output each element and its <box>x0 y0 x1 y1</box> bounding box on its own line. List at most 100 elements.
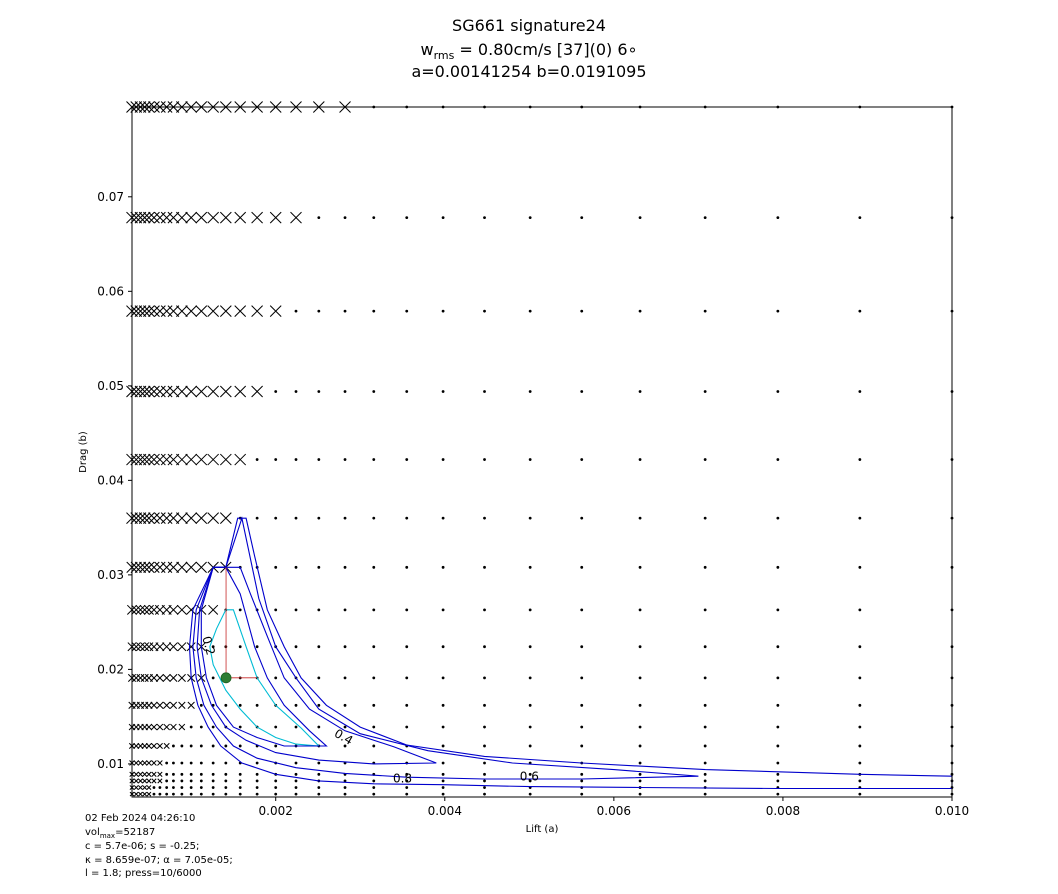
grid-dot-marker <box>483 676 486 680</box>
grid-dot-marker <box>441 645 445 649</box>
grid-cross-marker <box>134 561 147 573</box>
grid-dot-marker <box>189 761 193 765</box>
grid-cross-marker <box>143 604 154 615</box>
grid-cross-marker <box>195 512 208 525</box>
grid-dot-marker <box>405 565 409 569</box>
grid-dot-marker <box>441 565 445 569</box>
grid-dot-marker <box>703 676 707 680</box>
grid-cross-marker <box>251 305 263 318</box>
grid-dot-marker <box>238 792 242 796</box>
grid-dot-marker <box>580 725 584 729</box>
grid-dot-marker <box>317 772 321 776</box>
grid-cross-marker <box>162 673 171 682</box>
grid-dot-marker <box>703 216 707 219</box>
grid-dot-marker <box>441 744 445 748</box>
grid-cross-marker <box>130 561 142 573</box>
grid-cross-marker <box>219 211 232 224</box>
x-tick-label: 0.004 <box>428 804 462 818</box>
grid-cross-marker <box>148 385 160 398</box>
grid-dot-marker <box>180 786 184 789</box>
grid-dot-marker <box>274 458 278 461</box>
grid-dot-marker <box>580 703 584 707</box>
grid-cross-marker <box>185 561 197 573</box>
grid-cross-marker <box>139 561 151 573</box>
grid-dot-marker <box>858 390 862 393</box>
grid-dot-marker <box>483 390 486 393</box>
grid-dot-marker <box>858 645 862 649</box>
grid-dot-marker <box>211 786 215 789</box>
grid-dot-marker <box>638 792 642 796</box>
y-tick-label: 0.04 <box>97 473 124 487</box>
grid-cross-marker <box>251 211 263 224</box>
grid-dot-marker <box>165 772 169 776</box>
grid-cross-marker <box>134 512 147 525</box>
grid-dot-marker <box>528 772 532 776</box>
grid-dot-marker <box>405 216 409 219</box>
grid-dot-marker <box>580 458 584 461</box>
grid-dot-marker <box>638 309 642 313</box>
grid-dot-marker <box>238 772 242 776</box>
grid-dot-marker <box>580 676 584 680</box>
grid-dot-marker <box>483 216 486 219</box>
grid-dot-marker <box>638 216 642 219</box>
grid-dot-marker <box>180 779 184 783</box>
footer-vol-sub: max <box>99 832 116 840</box>
grid-dot-marker <box>703 761 707 765</box>
grid-dot-marker <box>638 725 642 729</box>
grid-dot-marker <box>165 786 169 789</box>
grid-dot-marker <box>703 645 707 649</box>
grid-dot-marker <box>703 608 707 612</box>
grid-cross-marker <box>143 305 155 318</box>
grid-cross-marker <box>142 791 148 797</box>
grid-dot-marker <box>441 725 445 729</box>
grid-dot-marker <box>224 703 228 707</box>
grid-cross-marker <box>148 211 160 224</box>
grid-cross-marker <box>137 778 143 784</box>
grid-dot-marker <box>372 565 376 569</box>
y-tick-label: 0.02 <box>97 662 124 676</box>
x-tick-label: 0.006 <box>597 804 631 818</box>
grid-dot-marker <box>638 645 642 649</box>
grid-dot-marker <box>580 772 584 776</box>
grid-dot-marker <box>199 744 203 748</box>
grid-cross-marker <box>219 385 232 398</box>
contour-line-4 <box>192 516 699 780</box>
grid-cross-marker <box>148 512 160 525</box>
grid-dot-marker <box>483 565 486 569</box>
grid-dot-marker <box>441 608 445 612</box>
grid-cross-marker <box>234 385 247 398</box>
grid-cross-marker <box>134 453 147 466</box>
grid-dot-marker <box>858 703 862 707</box>
contour-line-3 <box>196 566 437 765</box>
grid-dot-marker <box>441 779 445 783</box>
grid-dot-marker <box>405 703 409 707</box>
grid-dot-marker <box>528 779 532 783</box>
grid-dot-marker <box>199 703 203 707</box>
footer-params-1: c = 5.7e-06; s = -0.25; <box>85 841 200 852</box>
grid-cross-marker <box>143 512 155 525</box>
grid-dot-marker <box>158 792 162 796</box>
grid-dot-marker <box>317 761 321 765</box>
grid-cross-marker <box>167 305 180 318</box>
grid-dot-marker <box>172 761 175 765</box>
grid-cross-marker <box>133 791 139 797</box>
grid-dot-marker <box>483 645 486 649</box>
grid-cross-marker <box>131 642 141 652</box>
grid-cross-marker <box>185 385 198 398</box>
grid-cross-marker <box>176 453 188 466</box>
contour-label: 0.6 <box>520 770 539 784</box>
grid-cross-marker <box>143 561 155 573</box>
grid-cross-marker <box>167 385 180 398</box>
grid-cross-marker <box>143 385 155 398</box>
contour-line-2 <box>200 566 328 747</box>
grid-cross-marker <box>146 785 152 790</box>
grid-dot-marker <box>152 786 156 789</box>
grid-dot-marker <box>343 744 347 748</box>
grid-dot-marker <box>294 761 298 765</box>
grid-dot-marker <box>405 779 409 783</box>
grid-dot-marker <box>776 779 780 783</box>
chart-subtitle-line1: wrms = 0.80cm/s [37](0) 6∘ <box>0 40 1058 66</box>
grid-cross-marker <box>146 791 152 797</box>
grid-cross-marker <box>234 305 247 318</box>
grid-dot-marker <box>238 744 242 748</box>
